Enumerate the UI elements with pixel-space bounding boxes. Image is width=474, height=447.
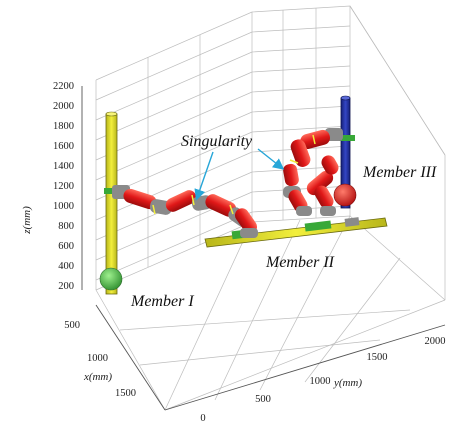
- z-tick: 2000: [53, 101, 74, 112]
- axis-edges: [81, 86, 446, 411]
- axes-box: [95, 5, 446, 411]
- z-tick: 1600: [53, 141, 74, 152]
- member-1-pole: [99, 111, 123, 295]
- z-tick: 2200: [53, 81, 74, 92]
- z-tick: 600: [58, 241, 74, 252]
- y-tick: 500: [255, 394, 271, 405]
- member-3-label: Member III: [362, 164, 437, 181]
- y-tick: 0: [200, 413, 205, 424]
- robot-chain-left: [112, 185, 258, 238]
- y-tick: 2000: [425, 336, 446, 347]
- member-3-pole: [333, 95, 357, 209]
- z-tick: 1000: [53, 201, 74, 212]
- y-tick: 1000: [310, 376, 331, 387]
- x-tick-labels: 500 1000 1500: [64, 320, 136, 399]
- member-1-label: Member I: [130, 293, 194, 310]
- z-tick: 400: [58, 261, 74, 272]
- y-axis-label: y(mm): [333, 377, 362, 389]
- y-tick: 1500: [367, 352, 388, 363]
- z-tick: 1800: [53, 121, 74, 132]
- x-tick: 1500: [115, 388, 136, 399]
- member-2-label: Member II: [265, 254, 335, 271]
- member-3-base-sphere: [333, 183, 357, 207]
- z-tick: 200: [58, 281, 74, 292]
- y-tick-labels: 0 500 1000 1500 2000: [200, 336, 445, 424]
- member-1-base-sphere: [99, 267, 123, 291]
- z-tick: 800: [58, 221, 74, 232]
- member-2-beam: [204, 217, 388, 248]
- robot-chain-right: [283, 128, 343, 216]
- z-tick: 1200: [53, 181, 74, 192]
- x-tick: 1000: [87, 353, 108, 364]
- z-axis-label: z(mm): [21, 206, 33, 235]
- z-tick: 1400: [53, 161, 74, 172]
- z-tick-labels: 2200 2000 1800 1600 1400 1200 1000 800 6…: [53, 81, 74, 292]
- x-tick: 500: [64, 320, 80, 331]
- x-axis-label: x(mm): [83, 371, 112, 383]
- singularity-arrows: [194, 148, 285, 201]
- singularity-label: Singularity: [181, 133, 253, 150]
